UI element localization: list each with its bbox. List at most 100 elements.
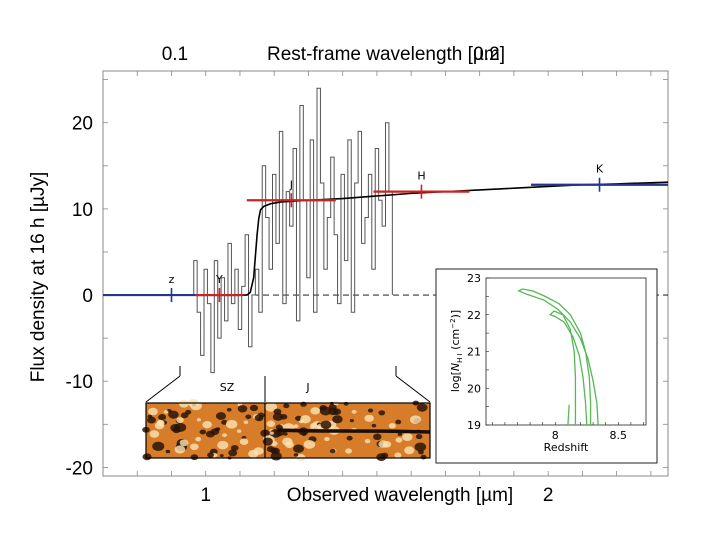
strip-noise-blob: [295, 415, 302, 421]
inset-ylabel-pre: log[: [449, 371, 462, 392]
inset-y-axis-title: log[NH I (cm−2)]: [449, 310, 464, 392]
strip-noise-blob: [332, 415, 343, 424]
y-tick-label: -10: [66, 372, 93, 393]
photometry-label-j: J: [289, 178, 293, 191]
strip-noise-blob: [395, 419, 402, 425]
strip-noise-blob: [378, 410, 386, 416]
strip-noise-blob: [215, 412, 227, 420]
strip-noise-blob: [285, 441, 294, 449]
inset-ylabel-end: )]: [449, 310, 462, 319]
strip-noise-blob: [269, 431, 274, 435]
strip-noise-blob: [163, 410, 169, 414]
inset-y-tick-label: 23: [467, 272, 481, 285]
strip-noise-blob: [158, 414, 167, 421]
top-tick-label: 0.2: [473, 44, 499, 65]
strip-noise-blob: [170, 424, 181, 432]
strip-image-border: [145, 402, 431, 459]
strip-noise-blob: [249, 404, 259, 412]
strip-noise-blob: [230, 444, 239, 451]
strip-noise-blob: [219, 454, 224, 458]
strip-noise-blob: [266, 420, 276, 427]
strip-noise-blob: [152, 441, 165, 451]
strip-noise-blob: [202, 420, 212, 429]
strip-noise-blob: [217, 440, 229, 450]
strip-noise-blob: [236, 429, 242, 433]
inset-x-tick-labels: 8 8.5: [552, 429, 627, 442]
inset-ylabel-superscript: −2: [449, 318, 457, 328]
strip-noise-blob: [345, 448, 352, 454]
strip-noise-blob: [178, 399, 190, 408]
strip-noise-blob: [402, 433, 413, 442]
strip-noise-blob: [349, 419, 354, 423]
strip-noise-blob: [269, 447, 278, 454]
strip-noise-blob: [414, 442, 427, 452]
strip-label-sz: SZ: [220, 381, 235, 394]
strip-noise-blob: [394, 452, 402, 458]
strip-noise-blob: [364, 414, 374, 422]
x-axis-title: Observed wavelength [µm]: [287, 485, 513, 506]
strip-connector-right: [395, 375, 431, 403]
strip-noise-blob: [196, 418, 201, 422]
strip-noise-blob: [195, 436, 202, 442]
strip-noise-blob: [148, 407, 158, 416]
strip-noise-blob: [283, 403, 290, 409]
inset-ylabel-symbol: N: [449, 363, 462, 371]
strip-noise-blob: [165, 449, 171, 454]
top-tick-labels: 0.1 0.2: [162, 44, 500, 65]
strip-noise-blob: [320, 420, 332, 429]
strip-noise-blob: [253, 447, 264, 455]
inset-y-tick-label: 19: [467, 419, 481, 432]
strip-noise-blob: [310, 407, 320, 415]
strip-noise-blob: [293, 424, 299, 429]
inset-y-tick-label: 20: [467, 382, 481, 395]
strip-noise-blob: [416, 403, 428, 412]
strip-noise-blob: [147, 414, 153, 419]
strip-noise-blob: [176, 417, 184, 423]
strip-noise-blob: [265, 402, 278, 412]
strip-noise-blob: [239, 438, 249, 445]
inset-ylabel-post: (cm: [449, 329, 462, 354]
strip-noise-blob: [404, 446, 415, 455]
y-tick-label: 20: [72, 114, 93, 135]
photometry-label-h: H: [417, 170, 425, 183]
strip-noise-blob: [371, 423, 377, 428]
strip-noise-blob: [228, 449, 238, 457]
strip-noise-blob: [373, 433, 382, 441]
strip-noise-blob: [226, 407, 232, 412]
y-tick-label: -20: [66, 458, 93, 479]
inset-x-tick-label: 8: [552, 429, 559, 442]
strip-noise-blob: [179, 439, 189, 447]
strip-noise-blob: [254, 414, 264, 422]
strip-noise-blob: [303, 439, 316, 449]
strip-noise-blob: [378, 440, 389, 448]
strip-noise-blob: [149, 430, 160, 438]
strip-noise-blob: [189, 443, 199, 451]
strip-noise-blob: [310, 425, 315, 430]
inset-contour-tick: [567, 404, 570, 426]
strip-noise-blob: [324, 436, 330, 442]
x-tick-label: 1: [200, 485, 211, 506]
strip-noise-blob: [397, 432, 403, 437]
strip-noise-blob: [207, 452, 215, 458]
strip-label-j: J: [305, 381, 309, 394]
y-tick-labels: 20 10 0 -10 -20: [66, 114, 93, 480]
strip-noise-blob: [272, 412, 284, 421]
strip-noise-blob: [237, 405, 248, 413]
strip-noise-blob: [199, 429, 207, 435]
strip-noise-blob: [225, 419, 238, 429]
strip-noise-blob: [142, 453, 152, 461]
y-tick-label: 10: [72, 200, 93, 221]
strip-noise-blob: [245, 414, 252, 420]
inset-contour-inner: [549, 310, 588, 426]
strip-noise-blob: [418, 449, 424, 455]
strip-noise-blob: [395, 437, 403, 443]
inset-contours: [517, 288, 599, 426]
inset-contour-outer: [517, 288, 599, 426]
inset-y-tick-labels: 23 22 21 20 19: [467, 272, 481, 432]
image-strip: SZ J: [142, 366, 431, 462]
top-axis-title: Rest-frame wavelength [µm]: [267, 44, 505, 65]
y-tick-label: 0: [82, 286, 93, 307]
strip-noise-blob: [174, 445, 186, 454]
